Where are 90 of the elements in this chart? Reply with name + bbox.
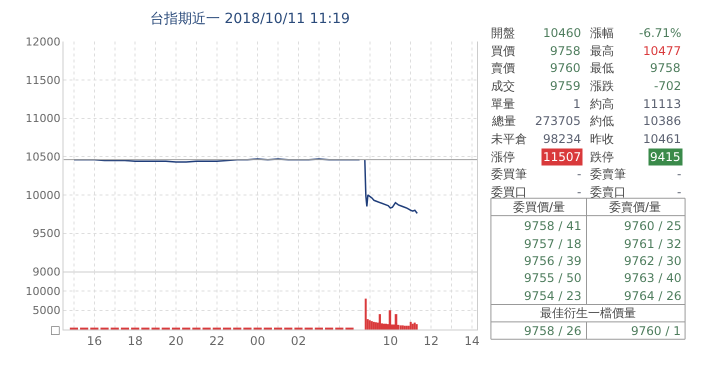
text: - bbox=[577, 185, 582, 199]
text: 委賣價/量 bbox=[609, 200, 662, 214]
x-tick-label: 02 bbox=[290, 334, 306, 348]
text: -6.71% bbox=[639, 26, 682, 40]
bar bbox=[378, 314, 381, 330]
text: 10477 bbox=[643, 44, 682, 58]
bar bbox=[408, 326, 410, 330]
bar bbox=[394, 314, 398, 330]
text: 成交 bbox=[491, 79, 515, 93]
y-tick-label: □ bbox=[50, 323, 61, 336]
text: 委買口 bbox=[491, 185, 527, 199]
x-tick-label: 20 bbox=[168, 334, 184, 348]
text: 9760 / 1 bbox=[631, 324, 681, 338]
text: 委賣口 bbox=[590, 185, 626, 199]
text: 昨收 bbox=[590, 132, 614, 146]
text: 273705 bbox=[535, 114, 581, 128]
y-tick-label: 9500 bbox=[32, 227, 61, 240]
text: 未平倉 bbox=[491, 132, 527, 146]
text: 最佳衍生一檔價量 bbox=[540, 306, 636, 320]
text: 9754 / 23 bbox=[524, 289, 582, 303]
text: -702 bbox=[654, 79, 682, 93]
bar bbox=[406, 326, 408, 330]
text: 10386 bbox=[643, 114, 682, 128]
text: 委買筆 bbox=[491, 167, 527, 181]
y-tick-label: 10000 bbox=[26, 188, 61, 202]
bar bbox=[364, 298, 367, 330]
x-tick-label: 18 bbox=[128, 334, 143, 348]
bar bbox=[388, 310, 392, 330]
chart-title: 台指期近一 2018/10/11 11:19 bbox=[150, 10, 350, 27]
text: 9758 bbox=[550, 44, 581, 58]
text: - bbox=[677, 185, 682, 199]
y-tick-label: 10000 bbox=[26, 284, 61, 298]
bar bbox=[414, 322, 416, 330]
y-tick-label: 10500 bbox=[26, 150, 61, 164]
text: 開盤 bbox=[491, 26, 515, 40]
text: 最高 bbox=[590, 44, 614, 58]
text: 漲跌 bbox=[590, 79, 614, 93]
bar bbox=[404, 326, 406, 330]
text: 約高 bbox=[590, 97, 614, 111]
text: 9756 / 39 bbox=[524, 254, 582, 268]
text: 9763 / 40 bbox=[624, 271, 682, 285]
y-tick-label: 5000 bbox=[32, 304, 61, 318]
text: 跌停 bbox=[590, 150, 614, 164]
x-tick-label: 22 bbox=[209, 334, 224, 348]
text: 9760 / 25 bbox=[624, 219, 682, 233]
text: 98234 bbox=[543, 132, 582, 146]
x-tick-label: 12 bbox=[424, 334, 439, 348]
text: 10460 bbox=[543, 26, 582, 40]
bar bbox=[370, 321, 373, 330]
bar bbox=[400, 325, 402, 330]
text: 1 bbox=[573, 97, 581, 111]
text: 9757 / 18 bbox=[524, 237, 582, 251]
y-tick-label: 12000 bbox=[26, 36, 61, 49]
x-tick-label: 16 bbox=[86, 334, 102, 348]
text: 11113 bbox=[643, 97, 682, 111]
text: 9415 bbox=[650, 150, 681, 164]
text: 賣價 bbox=[491, 61, 515, 75]
text: 漲幅 bbox=[590, 26, 614, 40]
text: 11507 bbox=[543, 150, 582, 164]
bar bbox=[416, 324, 418, 330]
text: 9758 / 41 bbox=[524, 219, 582, 233]
y-tick-label: 11500 bbox=[26, 74, 61, 87]
bar bbox=[412, 324, 414, 330]
text: 9762 / 30 bbox=[624, 254, 682, 268]
bar bbox=[402, 325, 404, 330]
text: - bbox=[577, 167, 582, 181]
text: 9760 bbox=[550, 61, 581, 75]
text: - bbox=[677, 167, 682, 181]
text: 單量 bbox=[491, 97, 515, 111]
text: 9759 bbox=[550, 79, 581, 93]
x-tick-label: 00 bbox=[250, 334, 266, 348]
bar bbox=[368, 320, 371, 330]
text: 9755 / 50 bbox=[524, 271, 582, 285]
text: 9761 / 32 bbox=[624, 237, 682, 251]
text: 9764 / 26 bbox=[624, 289, 682, 303]
text: 9758 bbox=[650, 61, 681, 75]
text: 最低 bbox=[590, 61, 614, 75]
text: 總量 bbox=[491, 114, 516, 128]
y-tick-label: 11000 bbox=[26, 112, 61, 126]
x-tick-label: 10 bbox=[382, 334, 398, 348]
text: 委賣筆 bbox=[590, 167, 626, 181]
text: 買價 bbox=[491, 44, 515, 58]
bar bbox=[410, 322, 412, 330]
text: 委買價/量 bbox=[513, 200, 566, 214]
text: 漲停 bbox=[491, 150, 515, 164]
text: 10461 bbox=[643, 132, 682, 146]
y-tick-label: 9000 bbox=[32, 265, 61, 278]
text: 9758 / 26 bbox=[524, 324, 582, 338]
text: 約低 bbox=[590, 114, 614, 128]
x-tick-label: 14 bbox=[464, 334, 480, 348]
